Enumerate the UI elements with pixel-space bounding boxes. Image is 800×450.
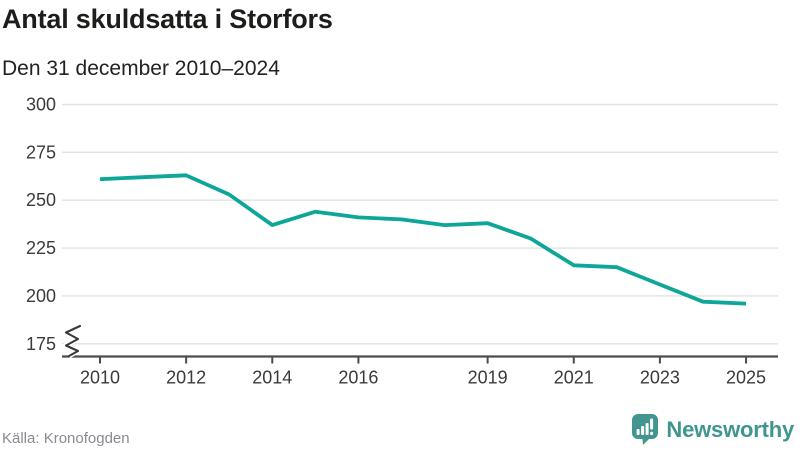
newsworthy-wordmark: Newsworthy [666, 416, 794, 442]
x-tick-label: 2021 [554, 368, 594, 388]
data-line [99, 173, 747, 306]
y-tick-label: 300 [26, 95, 56, 115]
chart-title: Antal skuldsatta i Storfors [2, 4, 333, 34]
y-tick-label: 225 [26, 238, 56, 258]
chart-subtitle: Den 31 december 2010–2024 [2, 57, 280, 80]
x-tick-label: 2010 [80, 368, 120, 388]
newsworthy-logo-icon [632, 414, 659, 445]
y-tick-label: 200 [26, 286, 56, 306]
axis-break-icon [64, 324, 82, 358]
x-tick-label: 2016 [338, 368, 378, 388]
x-tick-label: 2023 [640, 368, 680, 388]
y-tick-label: 175 [26, 334, 56, 354]
x-tick-label: 2014 [252, 368, 292, 388]
y-tick-label: 250 [26, 190, 56, 210]
line-chart: 300 275 250 225 200 175 2010 2012 2014 2016 2019 20… [26, 95, 778, 388]
x-tick-label: 2012 [166, 368, 206, 388]
source-label: Källa: Kronofogden [2, 430, 130, 447]
newsworthy-brand-link[interactable]: Newsworthy [632, 414, 794, 445]
x-tick-label: 2019 [468, 368, 508, 388]
y-tick-label: 275 [26, 142, 56, 162]
x-tick-label: 2025 [726, 368, 766, 388]
